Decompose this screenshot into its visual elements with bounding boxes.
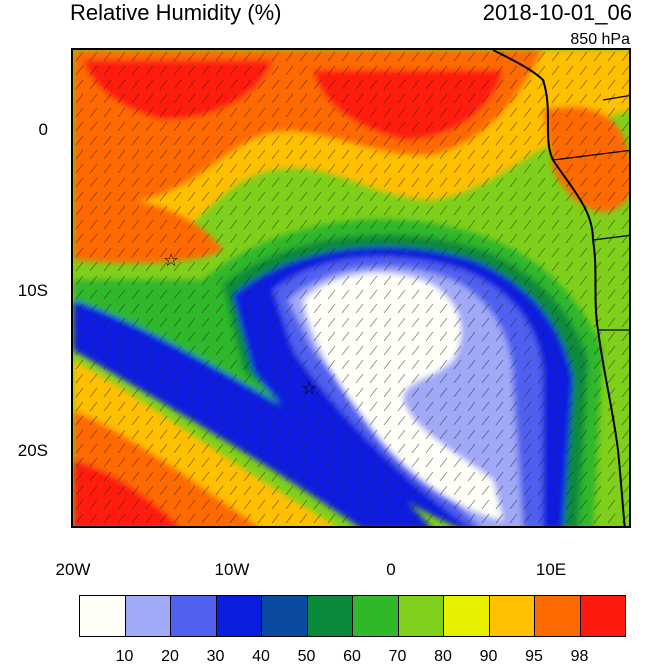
colorbar-swatch (306, 595, 353, 637)
colorbar-label: 98 (570, 648, 589, 665)
colorbar-label: 80 (434, 648, 452, 665)
humidity-field: ☆ ☆ (73, 50, 629, 526)
star-marker-north: ☆ (163, 250, 179, 271)
colorbar-label: 90 (479, 648, 498, 665)
star-marker-south: ☆ (301, 378, 317, 399)
lon-label-10w: 10W (214, 560, 250, 579)
colorbar-swatch (352, 595, 399, 637)
colorbar-label: 40 (252, 648, 270, 665)
lon-label-0: 0 (386, 560, 396, 579)
colorbar-swatch (261, 595, 308, 637)
map-panel: ☆ ☆ (71, 48, 631, 528)
colorbar-swatch (443, 595, 490, 637)
colorbar-label: 70 (388, 648, 407, 665)
lon-label-20w: 20W (55, 560, 91, 579)
colorbar-label: 95 (525, 648, 543, 665)
coastline (492, 50, 626, 526)
colorbar-swatch (397, 595, 444, 637)
colorbar-swatch (534, 595, 581, 637)
colorbar-label: 30 (206, 648, 225, 665)
colorbar-swatch (579, 595, 626, 637)
colorbar-swatch (215, 595, 262, 637)
chart-title: Relative Humidity (%) (70, 0, 282, 25)
colorbar-label: 10 (115, 648, 134, 665)
colorbar-swatch (170, 595, 217, 637)
colorbar-swatch (124, 595, 171, 637)
lat-label-10s: 10S (17, 281, 48, 300)
lat-label-20s: 20S (17, 441, 48, 460)
colorbar-label: 50 (297, 648, 316, 665)
colorbar-label: 20 (161, 648, 179, 665)
colorbar-swatch (488, 595, 535, 637)
lon-label-10e: 10E (535, 560, 567, 579)
valid-time: 2018-10-01_06 (482, 0, 632, 25)
lat-label-0: 0 (38, 120, 48, 139)
pressure-level: 850 hPa (570, 31, 630, 48)
colorbar-swatch (79, 595, 126, 637)
colorbar-label: 60 (343, 648, 361, 665)
